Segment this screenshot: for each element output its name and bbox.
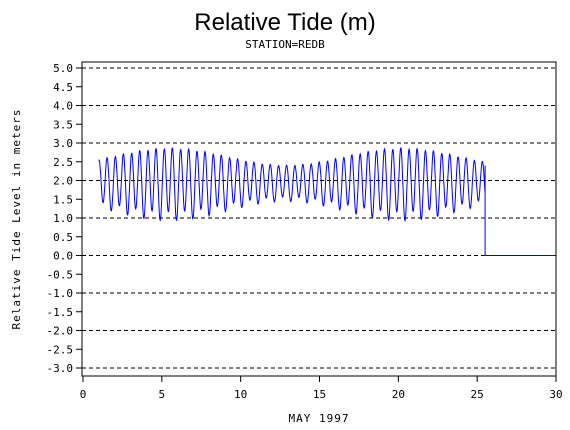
grid-layer (82, 67, 556, 369)
y-axis-label: Relative Tide Level in meters (10, 108, 23, 329)
chart-subtitle: STATION=REDB (245, 38, 325, 51)
y-tick-label: 3.0 (53, 137, 73, 150)
y-tick-label: 1.5 (53, 193, 73, 206)
x-tick-label: 25 (471, 388, 484, 401)
x-tick-label: 15 (313, 388, 326, 401)
tide-series-line (98, 146, 556, 256)
y-tick-label: 0.5 (53, 231, 73, 244)
y-tick-label: 5.0 (53, 62, 73, 75)
chart-title: Relative Tide (m) (194, 9, 375, 36)
y-tick-label: -1.5 (47, 306, 74, 319)
y-tick-label: 0.0 (53, 250, 73, 263)
y-tick-label: 4.0 (53, 100, 73, 113)
x-tick-label: 10 (234, 388, 247, 401)
y-tick-label: 4.5 (53, 81, 73, 94)
y-axis: 5.0 4.5 4.0 3.5 3.0 2.5 2.0 1.5 1.0 0.5 0.0 -0.5 -1.… (47, 62, 82, 375)
series-layer (98, 146, 556, 256)
x-tick-label: 30 (549, 388, 562, 401)
x-tick-label: 20 (392, 388, 405, 401)
y-tick-label: -0.5 (47, 268, 74, 281)
y-tick-label: -2.0 (47, 325, 74, 338)
y-tick-label: -3.0 (47, 362, 74, 375)
y-tick-label: 2.0 (53, 175, 73, 188)
y-tick-label: -1.0 (47, 287, 74, 300)
y-tick-label: -2.5 (47, 343, 74, 356)
x-axis: 0 5 10 15 20 25 30 (80, 376, 563, 401)
y-tick-label: 2.5 (53, 156, 73, 169)
x-tick-label: 0 (80, 388, 87, 401)
y-tick-label: 3.5 (53, 118, 73, 131)
y-tick-label: 1.0 (53, 212, 73, 225)
x-tick-label: 5 (159, 388, 166, 401)
x-axis-label: MAY 1997 (289, 412, 350, 425)
